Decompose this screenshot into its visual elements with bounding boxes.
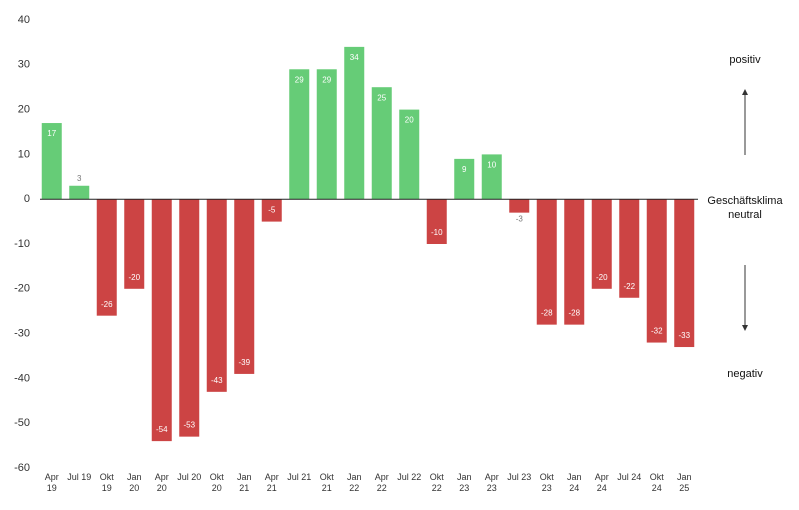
x-tick-label: Jan 23 — [456, 472, 472, 493]
bar — [69, 185, 90, 200]
x-tick-label: Apr 23 — [484, 472, 499, 493]
value-label: 29 — [322, 75, 331, 84]
x-tick-label: Jul 19 — [67, 472, 92, 482]
value-label: -54 — [156, 425, 168, 434]
x-tick-label: Apr 22 — [374, 472, 389, 493]
y-tick-label: -60 — [14, 462, 30, 474]
x-tick-label: Okt 24 — [649, 472, 664, 493]
value-label: -22 — [623, 282, 635, 291]
value-label: -20 — [596, 273, 608, 282]
bar — [591, 199, 612, 289]
value-label: -28 — [541, 309, 553, 318]
x-tick-label: Jan 22 — [346, 472, 362, 493]
y-tick-label: 10 — [18, 148, 30, 160]
bar — [124, 199, 145, 289]
y-tick-label: -50 — [14, 417, 30, 429]
bar — [316, 69, 337, 200]
y-tick-label: -10 — [14, 238, 30, 250]
value-label: -53 — [183, 421, 195, 430]
x-tick-label: Okt 23 — [539, 472, 554, 493]
bar — [344, 46, 365, 200]
bar — [426, 199, 447, 244]
value-label: 17 — [47, 129, 56, 138]
bar — [41, 123, 62, 200]
bar — [234, 199, 255, 374]
bar — [96, 199, 117, 316]
y-tick-label: 20 — [18, 104, 30, 116]
bar — [564, 199, 585, 325]
value-label: -28 — [568, 309, 580, 318]
x-tick-label: Jul 23 — [507, 472, 532, 482]
y-tick-label: -40 — [14, 372, 30, 384]
annotation: Geschäftsklima neutral — [707, 195, 783, 221]
bar — [509, 199, 530, 213]
y-tick-label: -20 — [14, 283, 30, 295]
y-tick-label: 30 — [18, 59, 30, 71]
bar — [179, 199, 200, 437]
value-label: -39 — [238, 358, 250, 367]
x-tick-label: Okt 21 — [319, 472, 334, 493]
x-tick-label: Jul 22 — [397, 472, 422, 482]
value-label: -32 — [651, 327, 663, 336]
y-tick-label: -30 — [14, 328, 30, 340]
bar — [646, 199, 667, 343]
value-label: -33 — [678, 331, 690, 340]
value-label: 29 — [295, 75, 304, 84]
bar — [619, 199, 640, 298]
annotation: negativ — [727, 368, 763, 380]
x-tick-label: Jul 21 — [287, 472, 312, 482]
x-tick-label: Apr 21 — [264, 472, 279, 493]
value-label: 25 — [377, 93, 386, 102]
bar — [289, 69, 310, 200]
x-tick-label: Jul 24 — [617, 472, 642, 482]
value-label: 3 — [77, 174, 82, 183]
value-label: -5 — [268, 206, 276, 215]
value-label: 9 — [462, 165, 467, 174]
annotation: positiv — [729, 54, 761, 66]
bar — [536, 199, 557, 325]
bar — [206, 199, 227, 392]
bar — [399, 109, 420, 200]
value-label: -10 — [431, 228, 443, 237]
x-tick-label: Okt 19 — [99, 472, 114, 493]
bar — [261, 199, 282, 222]
value-label: 34 — [350, 53, 359, 62]
x-tick-label: Jan 24 — [566, 472, 582, 493]
bar — [151, 199, 172, 442]
value-label: -26 — [101, 300, 113, 309]
bar — [481, 154, 502, 200]
value-label: -43 — [211, 376, 223, 385]
x-tick-label: Jul 20 — [177, 472, 202, 482]
value-label: -20 — [128, 273, 140, 282]
bar — [674, 199, 695, 348]
y-tick-label: 40 — [18, 14, 30, 26]
x-tick-label: Apr 20 — [154, 472, 169, 493]
bar — [371, 87, 392, 200]
x-tick-label: Jan 25 — [676, 472, 692, 493]
x-tick-label: Jan 20 — [126, 472, 142, 493]
x-tick-label: Okt 22 — [429, 472, 444, 493]
y-tick-label: 0 — [24, 193, 30, 205]
x-tick-label: Apr 24 — [594, 472, 609, 493]
value-label: 20 — [405, 116, 414, 125]
x-tick-label: Apr 19 — [44, 472, 59, 493]
value-label: 10 — [487, 161, 496, 170]
bar — [454, 158, 475, 200]
x-tick-label: Okt 20 — [209, 472, 224, 493]
x-tick-label: Jan 21 — [236, 472, 252, 493]
value-label: -3 — [516, 215, 524, 224]
